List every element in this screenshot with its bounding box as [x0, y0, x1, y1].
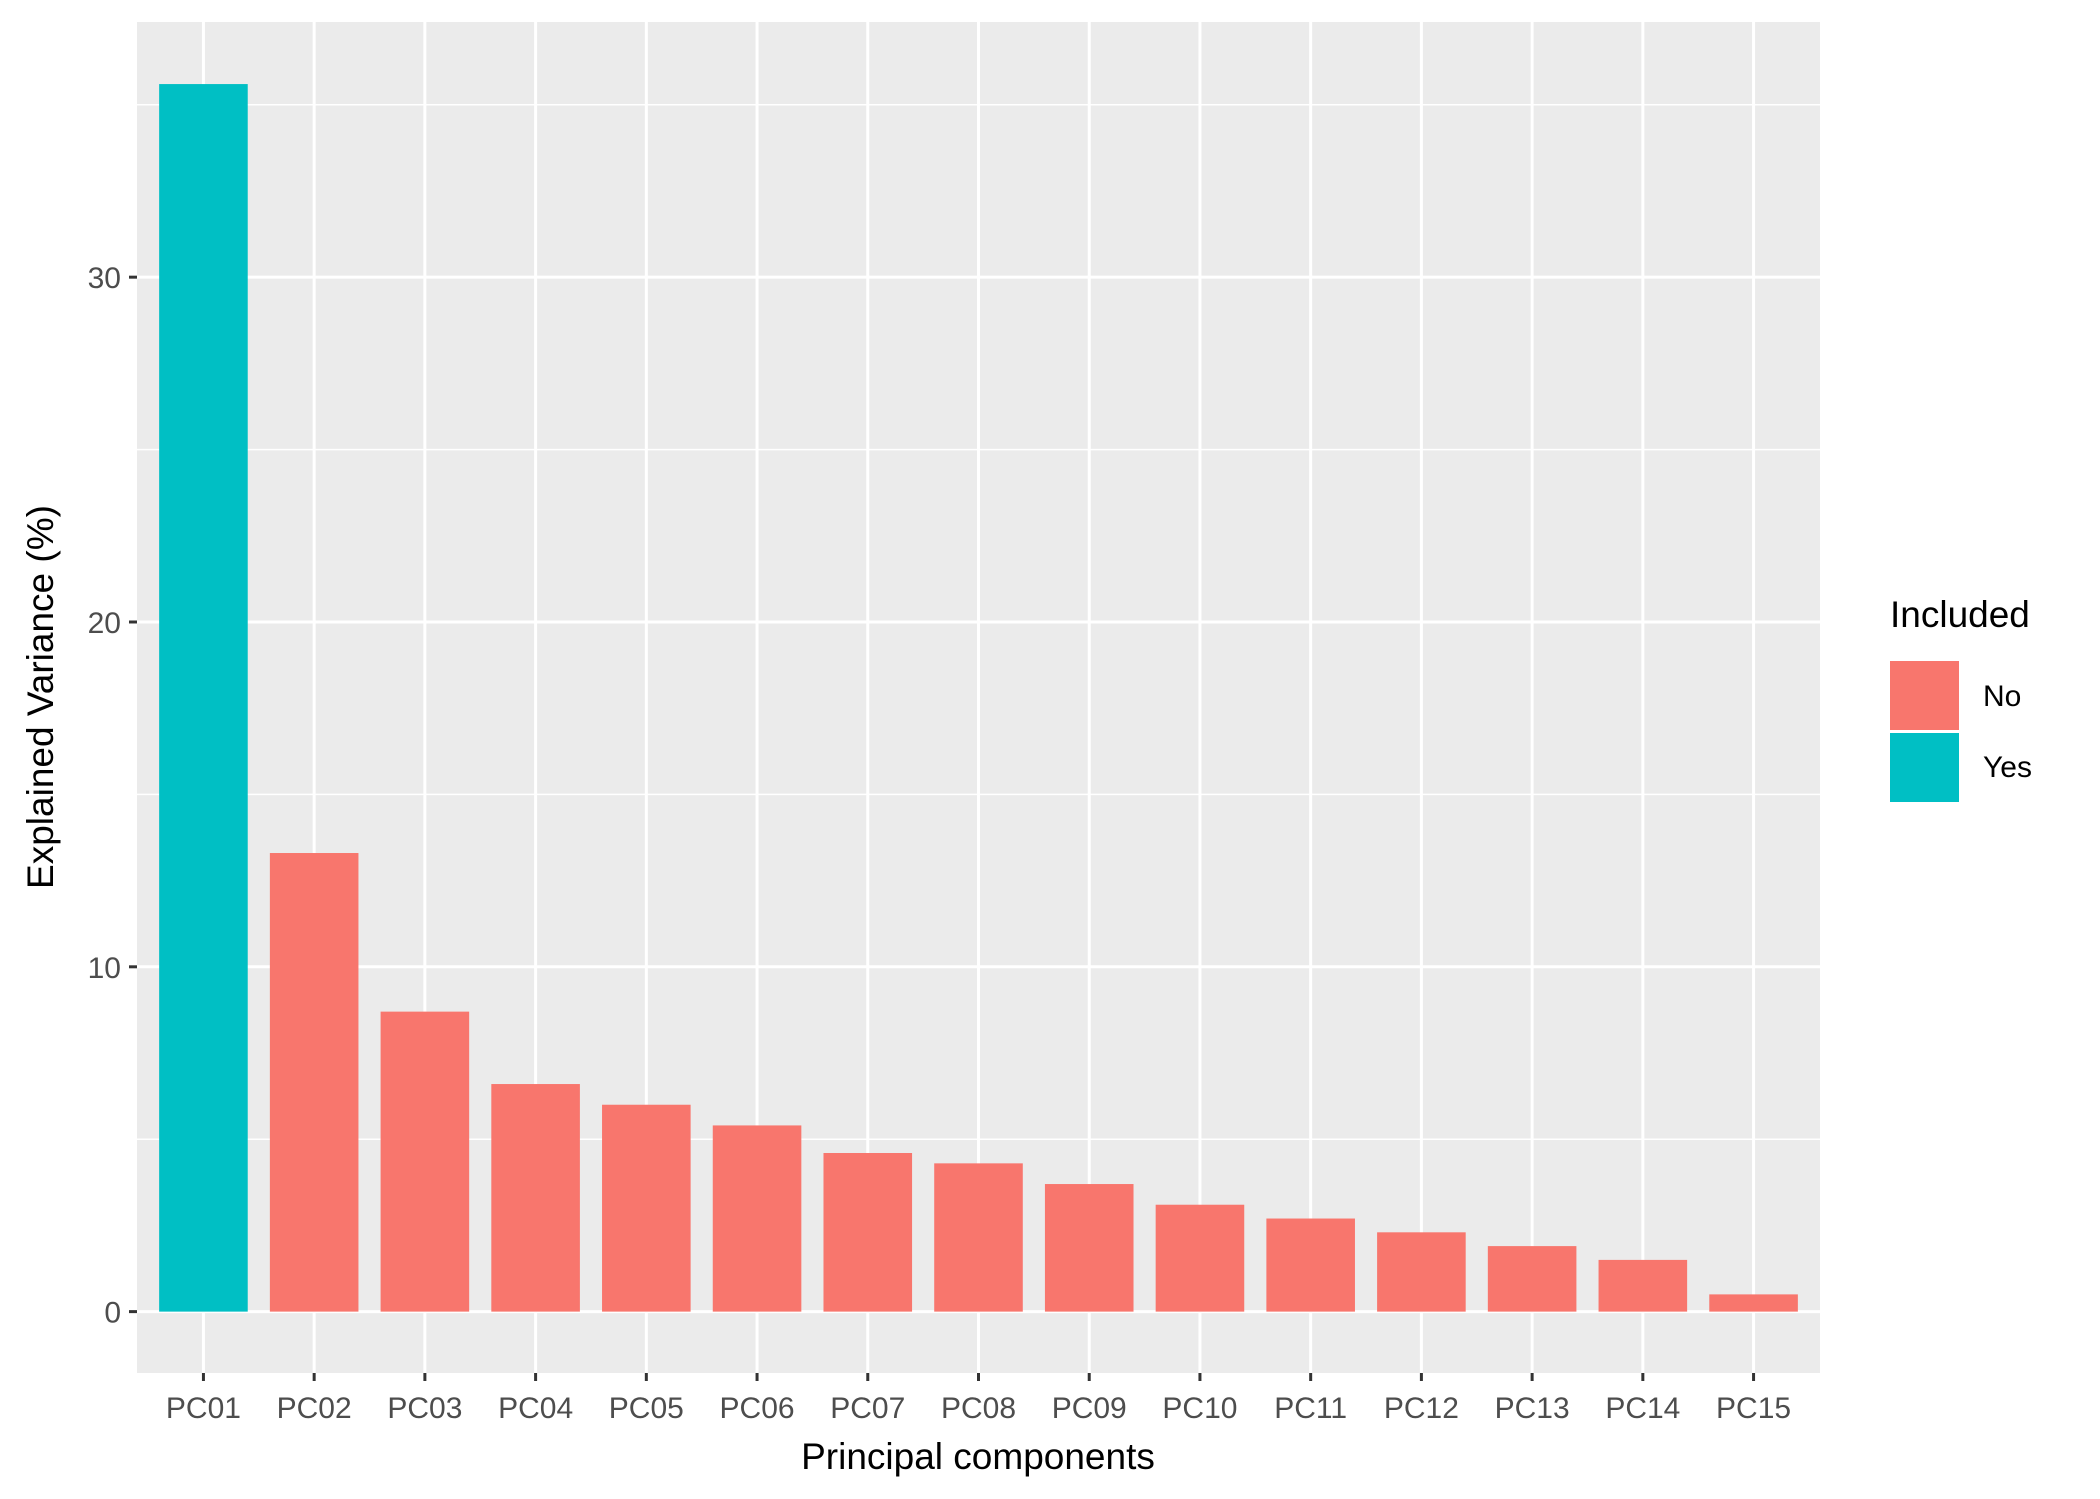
bar-pc14 — [1598, 1259, 1688, 1312]
bar-pc10 — [1155, 1204, 1245, 1312]
legend-key-yes — [1890, 733, 1959, 802]
bar-pc05 — [602, 1104, 691, 1312]
bar-pc08 — [934, 1163, 1023, 1312]
bars — [159, 84, 1798, 1312]
legend: Included No Yes — [1890, 594, 2032, 802]
bar-pc02 — [269, 853, 359, 1312]
x-axis-title: Principal components — [801, 1436, 1155, 1477]
bar-pc01 — [159, 84, 248, 1312]
x-tick-label: PC02 — [277, 1392, 352, 1425]
x-tick-label: PC10 — [1162, 1392, 1237, 1425]
legend-label-no: No — [1983, 680, 2021, 713]
y-tick-label: 20 — [88, 607, 121, 640]
bar-pc04 — [491, 1084, 580, 1312]
bar-pc15 — [1709, 1294, 1798, 1312]
bar-pc03 — [380, 1011, 470, 1312]
x-tick-label: PC15 — [1716, 1392, 1791, 1425]
x-tick-label: PC01 — [166, 1392, 241, 1425]
bar-pc07 — [823, 1153, 913, 1312]
x-tick-label: PC14 — [1605, 1392, 1680, 1425]
bar-pc06 — [712, 1125, 802, 1312]
y-axis-title: Explained Variance (%) — [20, 505, 61, 889]
bar-pc09 — [1044, 1184, 1134, 1312]
x-tick-label: PC09 — [1052, 1392, 1127, 1425]
legend-key-no — [1890, 661, 1959, 730]
y-tick-label: 30 — [88, 262, 121, 295]
x-tick-label: PC05 — [609, 1392, 684, 1425]
bar-pc13 — [1487, 1246, 1577, 1312]
x-tick-label: PC12 — [1384, 1392, 1459, 1425]
x-tick-label: PC07 — [830, 1392, 905, 1425]
x-axis: PC01 PC02 PC03 PC04 PC05 PC06 PC07 PC08 PC09 PC10… — [166, 1373, 1791, 1425]
x-tick-label: PC08 — [941, 1392, 1016, 1425]
x-tick-label: PC11 — [1274, 1392, 1347, 1425]
x-tick-label: PC06 — [720, 1392, 795, 1425]
bar-pc12 — [1377, 1232, 1466, 1312]
x-tick-label: PC03 — [387, 1392, 462, 1425]
y-tick-label: 10 — [88, 952, 121, 985]
y-tick-label: 0 — [104, 1297, 121, 1330]
legend-title: Included — [1890, 594, 2030, 635]
y-axis: 0 10 20 30 — [88, 262, 137, 1330]
legend-label-yes: Yes — [1983, 751, 2032, 784]
x-tick-label: PC04 — [498, 1392, 573, 1425]
x-tick-label: PC13 — [1495, 1392, 1570, 1425]
bar-pc11 — [1266, 1218, 1355, 1312]
